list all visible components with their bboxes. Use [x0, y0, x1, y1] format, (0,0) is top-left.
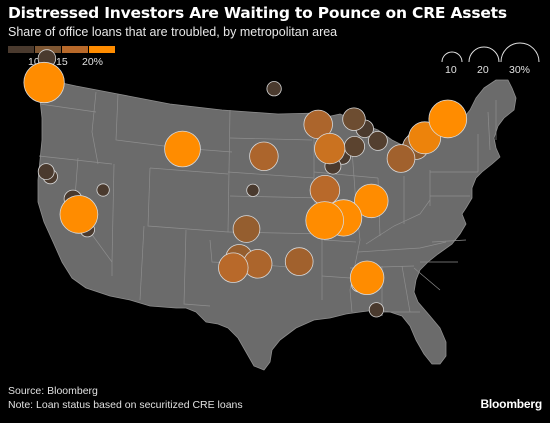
- border-va-nc: [431, 239, 467, 243]
- border-al-ga: [401, 265, 411, 313]
- metro-bubble: [386, 144, 416, 173]
- border-nm-tx: [183, 229, 211, 307]
- metro-bubble: [354, 183, 389, 219]
- metro-bubble: [266, 81, 282, 97]
- color-legend-swatch-4: [89, 46, 115, 53]
- border-wi-il: [355, 175, 379, 179]
- bloomberg-logo: Bloomberg: [480, 397, 542, 411]
- color-legend-swatch-1: [8, 46, 34, 53]
- chart-title: Distressed Investors Are Waiting to Poun…: [8, 4, 507, 22]
- metro-bubble: [367, 130, 388, 151]
- border-id-west: [91, 91, 99, 165]
- metro-bubble: [305, 201, 345, 240]
- metro-bubble: [164, 130, 201, 168]
- border-ky-tn: [357, 241, 447, 253]
- color-legend-label-15: 15: [56, 56, 68, 68]
- bubbles-layer: [23, 49, 468, 318]
- border-ar-la: [321, 275, 351, 279]
- border-ut-co: [147, 167, 229, 233]
- metro-bubble: [349, 260, 385, 295]
- size-legend-label-20: 20: [477, 64, 489, 76]
- size-legend-label-10: 10: [445, 64, 457, 76]
- size-legend-arc-30: [500, 42, 540, 63]
- border-sd-ne: [227, 171, 315, 179]
- border-vt-nh: [487, 111, 491, 151]
- color-legend-label-20: 20%: [82, 56, 104, 68]
- size-legend-arcs: [441, 42, 540, 63]
- border-co-ks-ne: [227, 109, 231, 233]
- metro-bubble: [218, 252, 249, 283]
- border-ohio-river: [365, 199, 431, 245]
- border-wy-co: [149, 167, 229, 175]
- color-legend-swatch-3: [62, 46, 88, 53]
- border-nv-ut-az: [111, 163, 115, 263]
- footnote: Note: Loan status based on securitized C…: [8, 399, 243, 411]
- metro-bubble: [37, 163, 55, 181]
- metro-bubble: [246, 183, 260, 197]
- size-legend-label-30: 30%: [509, 64, 531, 76]
- metro-bubble: [343, 135, 365, 157]
- size-legend: 10 20 30%: [436, 40, 546, 80]
- border-mo-ar: [323, 239, 357, 243]
- metro-bubble: [284, 247, 314, 276]
- border-wa-or: [39, 103, 97, 113]
- border-ne-ks: [229, 195, 323, 199]
- color-legend-label-10: 10: [28, 56, 40, 68]
- metro-bubble: [232, 215, 261, 243]
- chart-subtitle: Share of office loans that are troubled,…: [8, 25, 338, 39]
- border-or-ca-nv: [38, 155, 113, 165]
- metro-bubble: [368, 302, 384, 318]
- metro-bubble: [342, 107, 366, 131]
- size-legend-arc-10: [441, 51, 463, 63]
- border-az-nm: [139, 225, 145, 301]
- metro-bubble: [428, 99, 468, 139]
- size-legend-arc-20: [468, 46, 500, 63]
- metro-bubble: [309, 174, 341, 206]
- metro-bubble: [59, 195, 99, 234]
- border-ga-sc: [413, 267, 441, 291]
- border-dakotas: [229, 137, 313, 141]
- metro-bubble: [96, 183, 110, 197]
- border-ca-nv: [73, 157, 113, 276]
- border-mt-wy-north: [115, 93, 233, 153]
- metro-bubble: [314, 133, 346, 165]
- metro-bubble: [23, 61, 65, 104]
- border-mississippi-river: [349, 149, 361, 313]
- source-note: Source: Bloomberg: [8, 385, 98, 397]
- metro-bubble: [249, 141, 279, 172]
